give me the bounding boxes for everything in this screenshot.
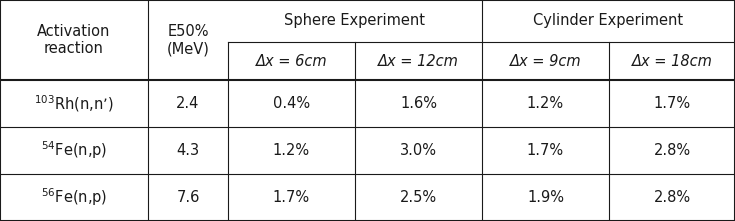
- Text: $^{103}$Rh(n,n’): $^{103}$Rh(n,n’): [35, 93, 114, 114]
- Text: 1.7%: 1.7%: [273, 190, 310, 205]
- Text: 2.4: 2.4: [176, 96, 200, 111]
- Text: Activation
reaction: Activation reaction: [37, 24, 111, 56]
- Text: 1.2%: 1.2%: [273, 143, 310, 158]
- Text: 1.6%: 1.6%: [400, 96, 437, 111]
- Text: 2.8%: 2.8%: [653, 190, 691, 205]
- Text: Δx = 18cm: Δx = 18cm: [631, 53, 712, 69]
- Text: 3.0%: 3.0%: [400, 143, 437, 158]
- Text: 1.7%: 1.7%: [527, 143, 564, 158]
- Text: $^{54}$Fe(n,p): $^{54}$Fe(n,p): [41, 140, 107, 161]
- Text: E50%
(MeV): E50% (MeV): [167, 24, 209, 56]
- Text: Δx = 12cm: Δx = 12cm: [378, 53, 459, 69]
- Text: Δx = 9cm: Δx = 9cm: [509, 53, 581, 69]
- Text: 2.5%: 2.5%: [400, 190, 437, 205]
- Text: 1.7%: 1.7%: [653, 96, 691, 111]
- Text: Sphere Experiment: Sphere Experiment: [284, 13, 426, 29]
- Text: 1.9%: 1.9%: [527, 190, 564, 205]
- Text: Cylinder Experiment: Cylinder Experiment: [534, 13, 684, 29]
- Text: 0.4%: 0.4%: [273, 96, 310, 111]
- Text: Δx = 6cm: Δx = 6cm: [256, 53, 327, 69]
- Text: 7.6: 7.6: [176, 190, 200, 205]
- Text: 2.8%: 2.8%: [653, 143, 691, 158]
- Text: $^{56}$Fe(n,p): $^{56}$Fe(n,p): [41, 187, 107, 208]
- Text: 1.2%: 1.2%: [527, 96, 564, 111]
- Text: 4.3: 4.3: [176, 143, 200, 158]
